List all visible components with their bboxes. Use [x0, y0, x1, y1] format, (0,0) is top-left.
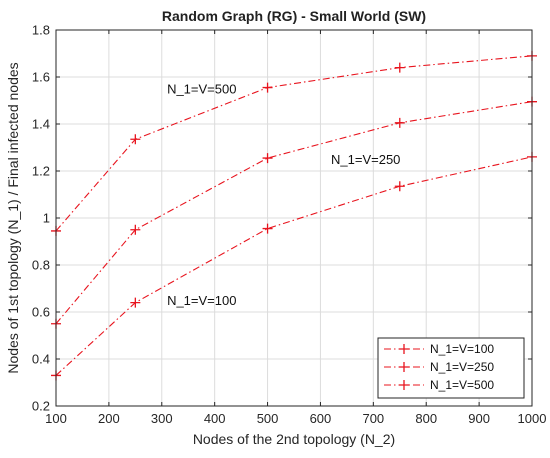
y-tick-label: 1.6 [32, 70, 50, 85]
data-point-marker [394, 181, 405, 192]
x-tick-label: 800 [415, 411, 437, 426]
legend-marker [399, 362, 409, 372]
data-point-marker [262, 223, 273, 234]
x-tick-label: 300 [151, 411, 173, 426]
x-tick-label: 400 [204, 411, 226, 426]
legend-entry: N_1=V=500 [384, 378, 494, 392]
legend: N_1=V=100 N_1=V=250 N_1=V=500 [377, 337, 525, 399]
legend-entry: N_1=V=100 [384, 342, 494, 356]
x-tick-label: 900 [468, 411, 490, 426]
legend-box [377, 337, 525, 399]
data-point-marker [394, 62, 405, 73]
y-tick-label: 0.2 [32, 399, 50, 414]
series-annotation: N_1=V=100 [167, 293, 236, 308]
y-tick-label: 1.2 [32, 164, 50, 179]
data-point-marker [130, 134, 141, 145]
legend-label: N_1=V=100 [430, 342, 494, 356]
data-point-marker [394, 117, 405, 128]
legend-label: N_1=V=500 [430, 378, 494, 392]
data-point-marker [262, 82, 273, 93]
y-axis-label: Nodes of 1st topology (N_1) / Final infe… [5, 62, 21, 373]
x-tick-label: 1000 [518, 411, 547, 426]
x-tick-label: 600 [310, 411, 332, 426]
ticks: 100 200 300 400 500 600 700 800 900 1000 0.2 0.4 0.6… [32, 23, 547, 427]
y-tick-label: 1 [43, 211, 50, 226]
series-annotation: N_1=V=500 [167, 81, 236, 96]
legend-marker [399, 380, 409, 390]
x-tick-label: 200 [98, 411, 120, 426]
legend-marker [399, 344, 409, 354]
x-axis-label: Nodes of the 2nd topology (N_2) [193, 431, 395, 447]
y-tick-label: 0.4 [32, 352, 50, 367]
series-annotation: N_1=V=250 [331, 152, 400, 167]
y-tick-label: 1.8 [32, 23, 50, 38]
data-point-marker [130, 297, 141, 308]
series-line [55, 101, 533, 325]
data-point-marker [130, 224, 141, 235]
x-tick-label: 700 [362, 411, 384, 426]
legend-entry: N_1=V=250 [384, 360, 494, 374]
chart-title: Random Graph (RG) - Small World (SW) [162, 8, 426, 24]
x-tick-label: 100 [45, 411, 67, 426]
annotations: N_1=V=500 N_1=V=250 N_1=V=100 [167, 81, 400, 308]
y-tick-label: 1.4 [32, 117, 50, 132]
y-tick-label: 0.6 [32, 305, 50, 320]
y-tick-label: 0.8 [32, 258, 50, 273]
data-point-marker [262, 153, 273, 164]
legend-label: N_1=V=250 [430, 360, 494, 374]
x-tick-label: 500 [257, 411, 279, 426]
